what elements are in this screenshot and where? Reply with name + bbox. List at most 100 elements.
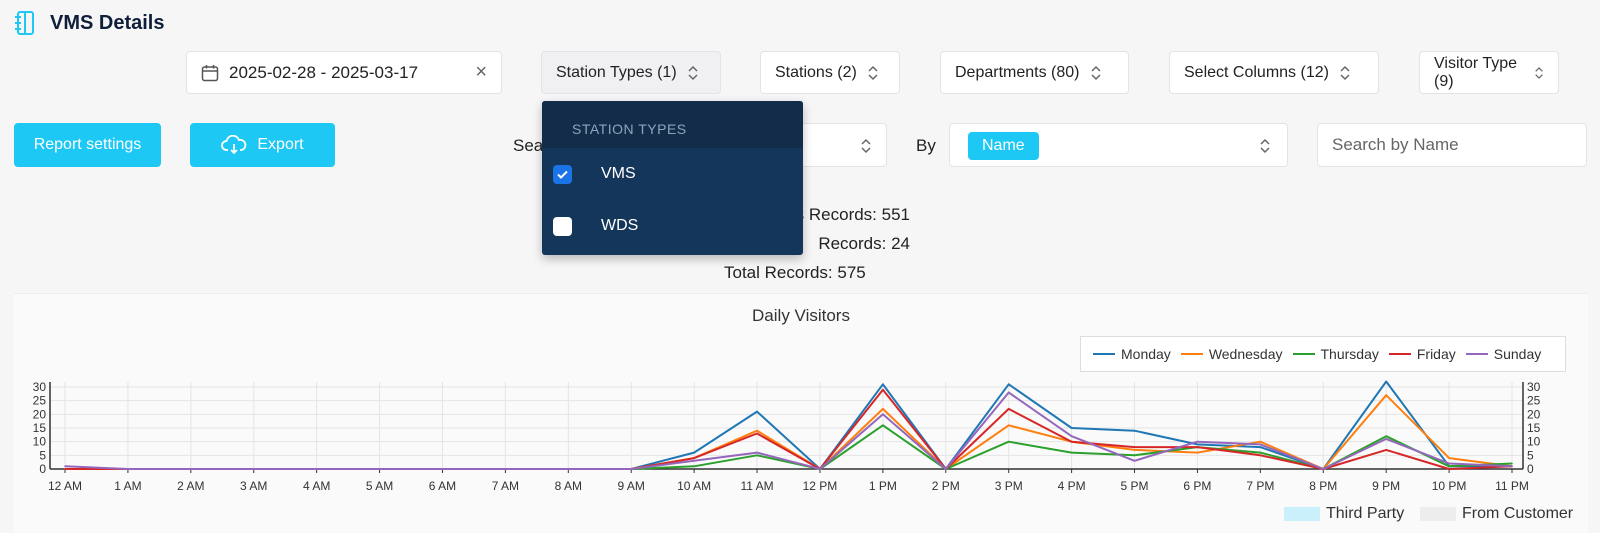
select-columns-select[interactable]: Select Columns (12): [1169, 51, 1379, 94]
x-tick-label: 7 AM: [492, 479, 519, 493]
dropdown-option-label: WDS: [601, 217, 639, 234]
y-tick-label-right: 25: [1527, 394, 1541, 408]
station-types-select[interactable]: Station Types (1): [541, 51, 721, 94]
station-types-dropdown: STATION TYPES VMS WDS: [542, 101, 803, 255]
data-point-sunday: [64, 465, 66, 468]
y-tick-label-right: 15: [1527, 421, 1541, 435]
dropdown-option-label: VMS: [601, 165, 636, 182]
data-point-thursday: [1007, 440, 1010, 443]
data-point-sunday: [1511, 465, 1513, 468]
x-tick-label: 2 PM: [932, 479, 960, 493]
data-point-sunday: [1259, 443, 1262, 446]
legend-label: Sunday: [1493, 346, 1542, 362]
from-customer-label: From Customer: [1462, 505, 1574, 522]
dropdown-header: STATION TYPES: [542, 101, 803, 148]
x-tick-label: 5 PM: [1121, 479, 1149, 493]
records-line-2: Records: 24: [818, 234, 910, 253]
daily-visitors-chart: Daily Visitors Monday Wednesday Thursday…: [14, 293, 1588, 533]
legend-label: Wednesday: [1208, 346, 1283, 362]
legend-label: Thursday: [1320, 346, 1379, 362]
dropdown-option-vms[interactable]: VMS: [542, 148, 803, 200]
data-point-wednesday: [1259, 440, 1262, 443]
data-point-sunday: [378, 468, 381, 470]
x-tick-label: 12 AM: [48, 479, 82, 493]
x-tick-label: 11 PM: [1495, 479, 1529, 493]
y-tick-label-left: 15: [33, 421, 47, 435]
data-point-sunday: [315, 468, 318, 470]
data-point-thursday: [1070, 451, 1073, 454]
legend-label: Friday: [1416, 346, 1456, 362]
legend-item[interactable]: Sunday: [1465, 346, 1542, 362]
legend-item[interactable]: Wednesday: [1180, 346, 1283, 362]
legend-item[interactable]: Friday: [1388, 346, 1456, 362]
y-tick-label-right: 5: [1527, 448, 1534, 462]
data-point-sunday: [1133, 460, 1136, 462]
chevron-updown-icon: [1340, 65, 1350, 80]
data-point-monday: [1133, 429, 1136, 432]
data-point-friday: [1007, 408, 1010, 410]
dropdown-option-wds[interactable]: WDS: [542, 200, 803, 252]
search-by-name-input[interactable]: [1317, 123, 1587, 167]
from-customer-legend[interactable]: From Customer: [1420, 505, 1573, 523]
departments-label: Departments (80): [955, 63, 1080, 81]
x-tick-label: 3 AM: [240, 479, 267, 493]
legend-swatch: [1292, 353, 1315, 355]
data-point-wednesday: [1133, 449, 1136, 451]
x-tick-label: 4 AM: [303, 479, 330, 493]
search-by-tag[interactable]: Name: [968, 132, 1039, 160]
series-line-sunday: [64, 391, 1513, 470]
search-by-select[interactable]: Name: [949, 123, 1288, 167]
stations-select[interactable]: Stations (2): [760, 51, 900, 94]
chevron-updown-icon: [1535, 66, 1543, 79]
y-tick-label-left: 0: [39, 462, 46, 476]
by-label: By: [916, 136, 936, 155]
x-tick-label: 6 AM: [429, 479, 456, 493]
data-point-friday: [1070, 440, 1073, 443]
data-point-friday: [64, 468, 66, 470]
visitor-type-select[interactable]: Visitor Type (9): [1419, 51, 1559, 94]
notebook-icon: [15, 11, 34, 35]
data-point-friday: [756, 432, 758, 435]
x-tick-label: 11 AM: [740, 479, 773, 493]
data-point-sunday: [882, 413, 884, 416]
departments-select[interactable]: Departments (80): [940, 51, 1129, 94]
third-party-legend[interactable]: Third Party: [1284, 505, 1404, 523]
x-tick-label: 6 PM: [1183, 479, 1211, 493]
export-label: Export: [257, 136, 304, 153]
date-range-picker[interactable]: 2025-02-28 - 2025-03-17 ×: [186, 51, 502, 94]
legend-swatch: [1388, 353, 1411, 355]
search-field-label: Sea: [513, 136, 544, 155]
legend-label: Monday: [1121, 346, 1171, 362]
chevron-updown-icon: [861, 138, 871, 154]
report-settings-button[interactable]: Report settings: [14, 123, 161, 167]
data-point-monday: [1007, 383, 1010, 386]
data-point-sunday: [504, 468, 507, 470]
legend-swatch: [1420, 507, 1456, 521]
x-tick-label: 7 PM: [1246, 479, 1274, 493]
data-point-thursday: [1511, 462, 1513, 465]
checkbox-checked[interactable]: [553, 164, 572, 184]
clear-icon[interactable]: ×: [475, 61, 487, 83]
search-field-select[interactable]: [790, 123, 887, 167]
data-point-friday: [1385, 449, 1387, 451]
data-point-sunday: [1007, 391, 1010, 394]
legend-item[interactable]: Thursday: [1292, 346, 1379, 362]
legend-swatch: [1180, 353, 1203, 355]
y-tick-label-left: 10: [33, 435, 47, 449]
chevron-updown-icon: [1260, 138, 1270, 154]
cloud-download-icon: [221, 135, 247, 155]
legend-swatch: [1284, 507, 1320, 521]
data-point-thursday: [1385, 435, 1387, 437]
legend-item[interactable]: Monday: [1093, 346, 1171, 362]
visitor-type-label: Visitor Type (9): [1434, 54, 1518, 90]
data-point-sunday: [1070, 435, 1073, 437]
y-tick-label-right: 10: [1527, 435, 1541, 449]
x-tick-label: 3 PM: [995, 479, 1023, 493]
checkbox-unchecked[interactable]: [553, 216, 572, 236]
report-settings-label: Report settings: [33, 136, 142, 153]
chart-legend: Monday Wednesday Thursday Friday Sunday: [1080, 336, 1566, 372]
y-tick-label-left: 20: [33, 407, 47, 421]
export-button[interactable]: Export: [190, 123, 335, 167]
station-types-label: Station Types (1): [556, 63, 677, 81]
